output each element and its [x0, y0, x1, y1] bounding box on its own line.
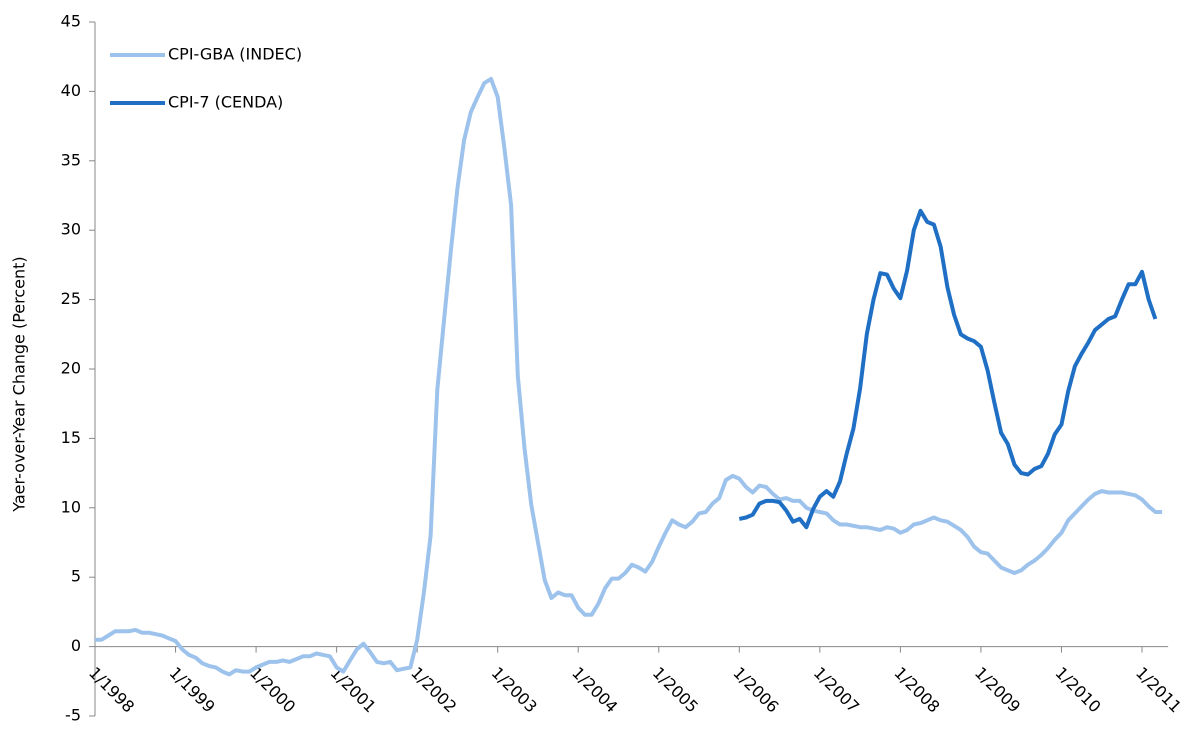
x-tick-label: 1/1998	[85, 663, 138, 716]
x-tick-label: 1/2008	[890, 663, 943, 716]
y-tick-label: -5	[65, 706, 81, 725]
y-tick-label: 45	[61, 12, 81, 31]
x-tick-label: 1/2003	[488, 663, 541, 716]
line-series	[738, 208, 1158, 530]
y-tick-label: 40	[61, 81, 81, 100]
legend-label: CPI-GBA (INDEC)	[168, 45, 302, 64]
y-tick-label: 10	[61, 497, 81, 516]
x-tick-label: 1/2005	[649, 663, 702, 716]
x-tick-label: 1/2009	[971, 663, 1024, 716]
legend-label: CPI-7 (CENDA)	[168, 93, 283, 112]
y-tick-label: 0	[71, 636, 81, 655]
y-axis-label: Yaer-over-Year Change (Percent)	[10, 256, 29, 512]
y-tick-label: 25	[61, 289, 81, 308]
x-tick-label: 1/1999	[166, 663, 219, 716]
y-tick-label: 15	[61, 428, 81, 447]
y-tick-label: 5	[71, 567, 81, 586]
x-tick-label: 1/2001	[327, 663, 380, 716]
line-series	[95, 76, 1163, 677]
x-tick-label: 1/2011	[1132, 663, 1185, 716]
x-tick-label: 1/2004	[568, 663, 621, 716]
x-tick-label: 1/2000	[246, 663, 299, 716]
x-tick-label: 1/2002	[407, 663, 460, 716]
x-tick-label: 1/2007	[810, 663, 863, 716]
y-tick-label: 35	[61, 150, 81, 169]
y-tick-label: 20	[61, 359, 81, 378]
y-tick-label: 30	[61, 220, 81, 239]
x-tick-label: 1/2010	[1051, 663, 1104, 716]
x-tick-label: 1/2006	[729, 663, 782, 716]
